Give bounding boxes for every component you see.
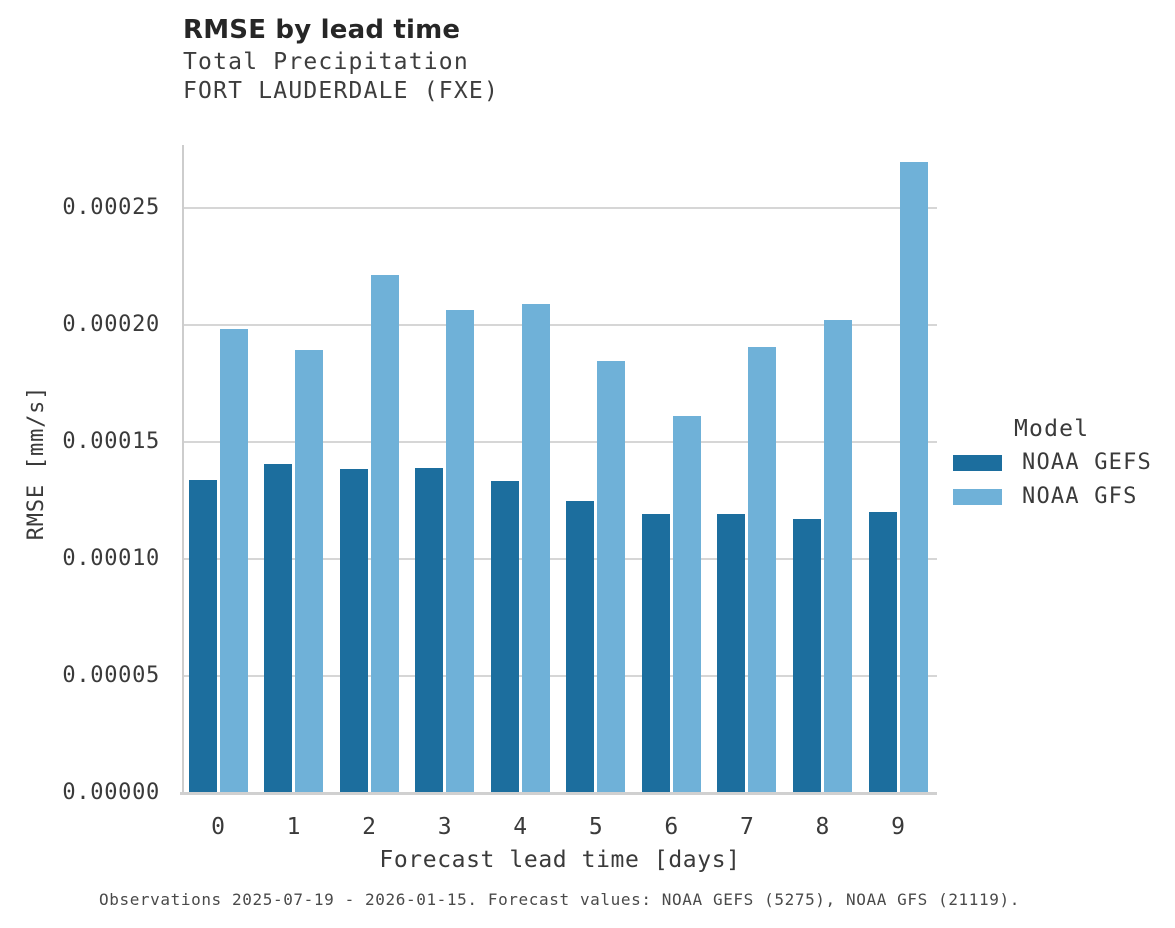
y-tick-label: 0.00000 <box>62 780 160 805</box>
bar-noaa-gfs-lead-1 <box>295 349 324 793</box>
gridline <box>183 674 937 677</box>
bar-noaa-gefs-lead-8 <box>792 518 821 793</box>
bar-noaa-gefs-lead-0 <box>188 480 217 793</box>
x-tick-label: 0 <box>211 814 225 840</box>
bar-noaa-gefs-lead-4 <box>490 480 519 793</box>
bar-noaa-gfs-lead-7 <box>748 346 777 793</box>
bar-noaa-gefs-lead-3 <box>415 467 444 793</box>
bar-noaa-gfs-lead-3 <box>446 310 475 793</box>
x-tick-label: 9 <box>891 814 905 840</box>
legend-swatch-noaa-gfs <box>953 489 1002 505</box>
chart-location-subtitle: FORT LAUDERDALE (FXE) <box>183 78 499 104</box>
bar-noaa-gfs-lead-0 <box>219 329 248 793</box>
bar-noaa-gfs-lead-4 <box>521 304 550 793</box>
y-tick-label: 0.00015 <box>62 428 160 454</box>
legend-title: Model <box>1014 416 1090 442</box>
y-tick-label: 0.00025 <box>62 194 160 220</box>
x-axis-spine <box>180 792 937 795</box>
y-axis-spine <box>182 145 184 793</box>
x-tick-label: 5 <box>588 814 603 840</box>
bar-noaa-gefs-lead-2 <box>339 469 368 793</box>
bar-noaa-gfs-lead-2 <box>370 275 399 793</box>
bar-noaa-gfs-lead-9 <box>899 162 928 793</box>
x-tick-label: 6 <box>664 814 679 840</box>
bar-noaa-gefs-lead-7 <box>717 513 746 793</box>
legend-label-noaa-gfs: NOAA GFS <box>1022 484 1138 509</box>
bar-noaa-gfs-lead-6 <box>672 415 701 793</box>
legend: Model NOAA GEFS NOAA GFS <box>953 413 1175 523</box>
chart-subtitle: Total Precipitation <box>183 49 469 75</box>
y-tick-label: 0.00005 <box>62 662 160 688</box>
y-tick-label: 0.00020 <box>62 311 160 337</box>
bar-noaa-gefs-lead-1 <box>264 464 293 793</box>
x-tick-label: 3 <box>437 814 452 840</box>
bar-noaa-gfs-lead-8 <box>823 320 852 793</box>
x-tick-label: 2 <box>362 814 377 840</box>
x-axis-label: Forecast lead time [days] <box>379 847 741 873</box>
caption: Observations 2025-07-19 - 2026-01-15. Fo… <box>99 890 1020 909</box>
legend-label-noaa-gefs: NOAA GEFS <box>1022 450 1153 475</box>
y-tick-label: 0.00010 <box>62 545 160 571</box>
x-tick-label: 4 <box>513 814 528 840</box>
x-tick-label: 1 <box>286 814 301 840</box>
gridline <box>183 323 937 326</box>
gridline <box>183 206 937 209</box>
bar-noaa-gefs-lead-6 <box>641 514 670 793</box>
bar-noaa-gfs-lead-5 <box>597 360 626 793</box>
gridline <box>183 557 937 560</box>
bar-noaa-gefs-lead-5 <box>566 501 595 793</box>
x-tick-label: 7 <box>739 814 754 840</box>
gridline <box>183 440 937 443</box>
legend-swatch-noaa-gefs <box>953 455 1002 471</box>
x-tick-label: 8 <box>815 814 830 840</box>
plot-area <box>183 145 937 793</box>
chart-title: RMSE by lead time <box>183 15 461 45</box>
bar-noaa-gefs-lead-9 <box>868 512 897 793</box>
